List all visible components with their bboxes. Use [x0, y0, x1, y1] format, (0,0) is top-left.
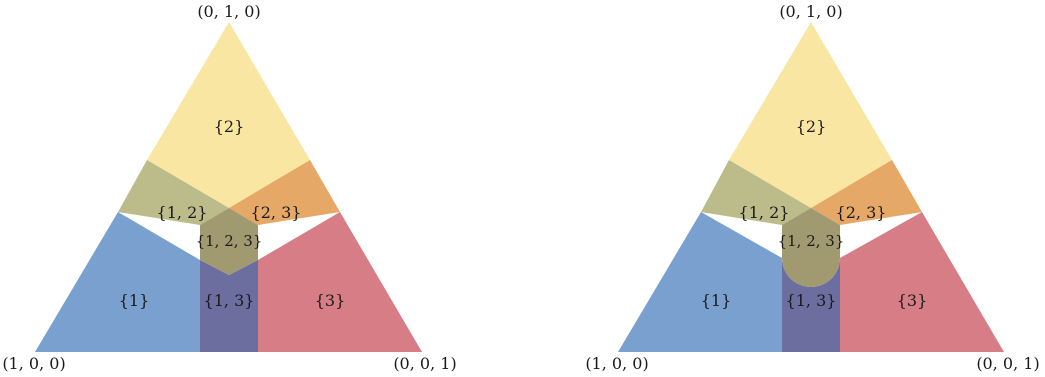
- vertex-label-right: (0, 0, 1): [976, 354, 1039, 373]
- vertex-label-top: (0, 1, 0): [779, 2, 842, 21]
- region-1-2-3: [782, 208, 840, 287]
- region-3: [258, 212, 422, 352]
- label-region-2-3: {2, 3}: [251, 203, 302, 222]
- label-region-3: {3}: [315, 291, 346, 310]
- label-region-1-3: {1, 3}: [786, 291, 837, 310]
- region-2: [729, 22, 892, 208]
- label-region-1: {1}: [701, 291, 732, 310]
- label-region-1-2-3: {1, 2, 3}: [196, 232, 263, 250]
- region-1-3: [782, 258, 840, 352]
- label-region-1-2: {1, 2}: [739, 203, 790, 222]
- region-3: [840, 212, 1004, 352]
- region-1-2: [701, 160, 811, 225]
- label-region-3: {3}: [897, 291, 928, 310]
- label-region-1-2-3: {1, 2, 3}: [778, 232, 845, 250]
- region-1-2: [118, 160, 229, 225]
- label-region-2: {2}: [796, 117, 827, 136]
- label-region-1: {1}: [119, 291, 150, 310]
- region-1: [618, 212, 782, 352]
- region-1-3: [200, 260, 258, 352]
- panel-right: {2} {1, 2} {2, 3} {1, 2, 3} {1} {1, 3} {…: [585, 2, 1039, 373]
- panel-left: {2} {1, 2} {2, 3} {1, 2, 3} {1} {1, 3} {…: [2, 2, 456, 373]
- region-2-3: [811, 160, 922, 225]
- label-region-1-2: {1, 2}: [157, 203, 208, 222]
- vertex-label-left: (1, 0, 0): [2, 354, 65, 373]
- label-region-1-3: {1, 3}: [204, 291, 255, 310]
- label-region-2: {2}: [214, 117, 245, 136]
- vertex-label-top: (0, 1, 0): [197, 2, 260, 21]
- region-1: [35, 212, 200, 352]
- region-1-2-3: [200, 208, 258, 275]
- vertex-label-left: (1, 0, 0): [585, 354, 648, 373]
- vertex-label-right: (0, 0, 1): [393, 354, 456, 373]
- label-region-2-3: {2, 3}: [836, 203, 887, 222]
- region-2: [147, 22, 310, 208]
- region-2-3: [229, 160, 340, 225]
